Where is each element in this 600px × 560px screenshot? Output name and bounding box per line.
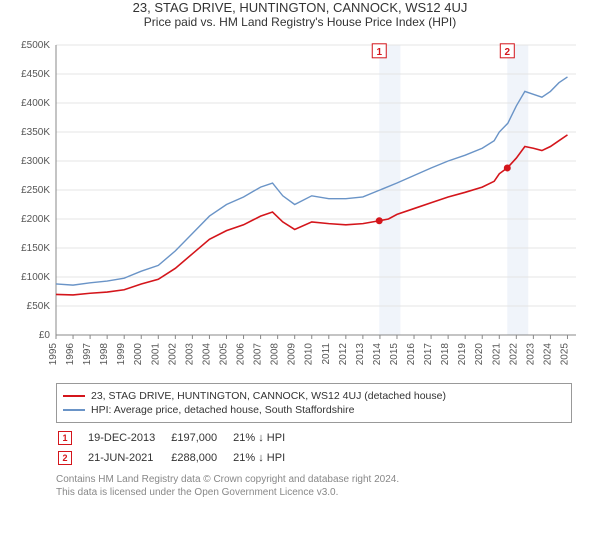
svg-text:1997: 1997	[82, 343, 93, 366]
footer-attribution: Contains HM Land Registry data © Crown c…	[56, 473, 572, 499]
svg-text:2012: 2012	[338, 343, 349, 366]
svg-text:2010: 2010	[304, 343, 315, 366]
svg-text:2015: 2015	[389, 343, 400, 366]
svg-text:2018: 2018	[440, 343, 451, 366]
svg-text:£250K: £250K	[21, 185, 50, 196]
svg-text:£400K: £400K	[21, 98, 50, 109]
legend-label: HPI: Average price, detached house, Sout…	[91, 404, 354, 416]
sale-delta: 21% ↓ HPI	[233, 429, 299, 447]
sale-marker-icon: 2	[58, 451, 72, 465]
svg-text:£150K: £150K	[21, 243, 50, 254]
sale-marker-icon: 1	[58, 431, 72, 445]
svg-text:2013: 2013	[355, 343, 366, 366]
svg-text:2003: 2003	[184, 343, 195, 366]
legend: 23, STAG DRIVE, HUNTINGTON, CANNOCK, WS1…	[56, 383, 572, 423]
svg-text:2009: 2009	[287, 343, 298, 366]
svg-text:2011: 2011	[321, 343, 332, 365]
svg-text:2021: 2021	[491, 343, 502, 366]
svg-text:2014: 2014	[372, 343, 383, 366]
svg-text:2017: 2017	[423, 343, 434, 366]
svg-text:2: 2	[505, 47, 511, 58]
svg-text:1998: 1998	[99, 343, 110, 366]
svg-text:2020: 2020	[474, 343, 485, 366]
svg-text:1995: 1995	[48, 343, 59, 366]
svg-text:2024: 2024	[542, 343, 553, 366]
svg-text:£100K: £100K	[21, 272, 50, 283]
svg-text:2005: 2005	[218, 343, 229, 366]
svg-text:2022: 2022	[508, 343, 519, 366]
svg-text:2007: 2007	[253, 343, 264, 366]
svg-text:£300K: £300K	[21, 156, 50, 167]
legend-label: 23, STAG DRIVE, HUNTINGTON, CANNOCK, WS1…	[91, 390, 446, 402]
svg-text:£500K: £500K	[21, 40, 50, 51]
svg-text:2004: 2004	[201, 343, 212, 366]
sale-delta: 21% ↓ HPI	[233, 449, 299, 467]
svg-text:£200K: £200K	[21, 214, 50, 225]
svg-text:2019: 2019	[457, 343, 468, 366]
svg-text:£50K: £50K	[27, 301, 51, 312]
table-row: 1 19-DEC-2013£197,00021% ↓ HPI	[58, 429, 299, 447]
svg-text:2008: 2008	[270, 343, 281, 366]
svg-text:2023: 2023	[525, 343, 536, 366]
sale-date: 21-JUN-2021	[88, 449, 169, 467]
price-chart: £0 £50K £100K £150K £200K £250K £300K £350K £400…	[0, 35, 600, 375]
sales-table: 1 19-DEC-2013£197,00021% ↓ HPI 2 21-JUN-202…	[56, 427, 301, 469]
svg-text:1999: 1999	[116, 343, 127, 366]
sale-price: £197,000	[171, 429, 231, 447]
svg-text:1996: 1996	[65, 343, 76, 366]
svg-text:£450K: £450K	[21, 69, 50, 80]
svg-text:2006: 2006	[236, 343, 247, 366]
table-row: 2 21-JUN-2021£288,00021% ↓ HPI	[58, 449, 299, 467]
legend-row: 23, STAG DRIVE, HUNTINGTON, CANNOCK, WS1…	[63, 390, 565, 402]
svg-text:£0: £0	[39, 330, 51, 341]
footer-line-1: Contains HM Land Registry data © Crown c…	[56, 473, 572, 486]
svg-text:£350K: £350K	[21, 127, 50, 138]
sale-price: £288,000	[171, 449, 231, 467]
page-subtitle: Price paid vs. HM Land Registry's House …	[0, 15, 600, 29]
page-title: 23, STAG DRIVE, HUNTINGTON, CANNOCK, WS1…	[0, 0, 600, 15]
svg-text:2016: 2016	[406, 343, 417, 366]
svg-text:1: 1	[376, 47, 382, 58]
sale-date: 19-DEC-2013	[88, 429, 169, 447]
legend-swatch	[63, 395, 85, 397]
svg-text:2000: 2000	[133, 343, 144, 366]
svg-text:2001: 2001	[150, 343, 161, 366]
svg-text:2025: 2025	[559, 343, 570, 366]
footer-line-2: This data is licensed under the Open Gov…	[56, 486, 572, 499]
svg-text:2002: 2002	[167, 343, 178, 366]
legend-row: HPI: Average price, detached house, Sout…	[63, 404, 565, 416]
legend-swatch	[63, 409, 85, 411]
